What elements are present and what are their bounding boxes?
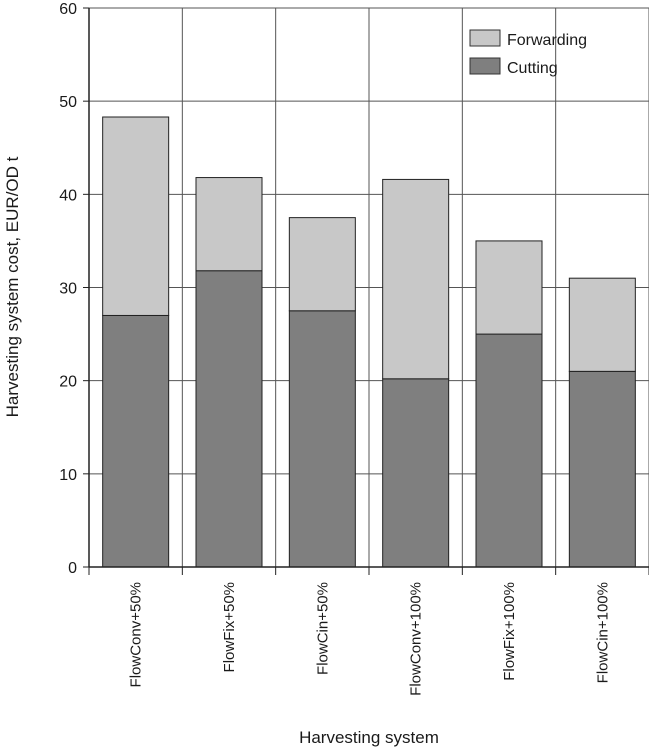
x-category-label: FlowFix+50% — [221, 582, 238, 672]
bar-forwarding-2 — [195, 177, 263, 272]
bar-cutting-1 — [102, 314, 170, 568]
bars — [102, 116, 636, 568]
x-category-labels: FlowConv+50% FlowFix+50% FlowCin+50% FlowCo… — [128, 582, 612, 696]
x-axis-title: Harvesting system — [299, 728, 439, 747]
y-tick-label: 0 — [68, 560, 77, 577]
bar-cutting-6 — [568, 370, 636, 568]
bar-forwarding-3 — [288, 217, 356, 312]
y-tick-label: 10 — [59, 467, 77, 484]
legend-swatch-forwarding — [469, 29, 501, 47]
y-tick-label: 50 — [59, 94, 77, 111]
bar-forwarding-4 — [382, 178, 450, 380]
x-category-label: FlowCin+100% — [594, 582, 611, 683]
legend-label-cutting: Cutting — [507, 60, 558, 77]
axes — [83, 7, 649, 575]
y-tick-labels: 0 10 20 30 40 50 60 — [59, 1, 77, 577]
bar-cutting-5 — [475, 333, 543, 568]
y-tick-label: 30 — [59, 281, 77, 298]
y-axis-title: Harvesting system cost, EUR/OD t — [3, 156, 22, 417]
legend-swatch-cutting — [469, 57, 501, 75]
x-category-label: FlowConv+100% — [408, 582, 425, 696]
legend-label-forwarding: Forwarding — [507, 32, 587, 49]
bar-cutting-4 — [382, 378, 450, 568]
y-tick-label: 20 — [59, 374, 77, 391]
bar-forwarding-1 — [102, 116, 170, 316]
y-tick-label: 60 — [59, 1, 77, 18]
bar-cutting-3 — [288, 310, 356, 568]
bar-forwarding-5 — [475, 240, 543, 335]
legend: Forwarding Cutting — [469, 29, 587, 77]
gridlines — [89, 7, 649, 568]
x-category-label: FlowFix+100% — [501, 582, 518, 681]
bar-cutting-2 — [195, 270, 263, 568]
bar-forwarding-6 — [568, 277, 636, 372]
x-category-label: FlowCin+50% — [314, 582, 331, 675]
y-tick-label: 40 — [59, 187, 77, 204]
x-category-label: FlowConv+50% — [128, 582, 145, 687]
